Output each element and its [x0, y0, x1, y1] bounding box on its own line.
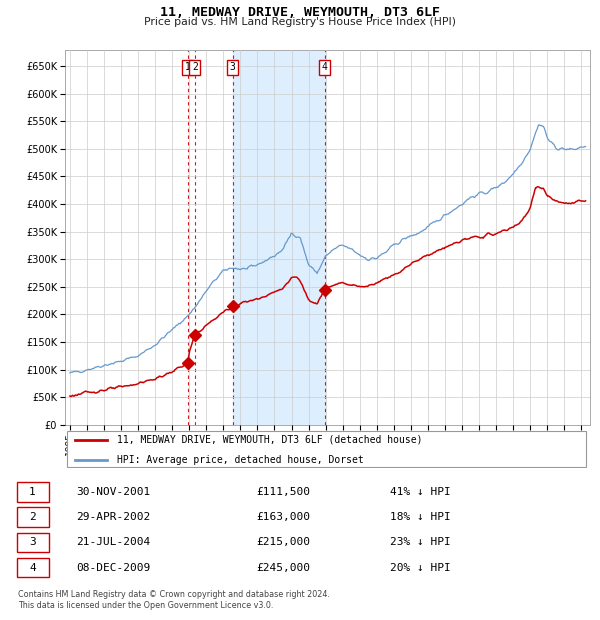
Text: 3: 3 [230, 62, 236, 73]
Bar [233, 50, 325, 425]
Text: 11, MEDWAY DRIVE, WEYMOUTH, DT3 6LF: 11, MEDWAY DRIVE, WEYMOUTH, DT3 6LF [160, 6, 440, 19]
Text: 4: 4 [322, 62, 328, 73]
Text: 23% ↓ HPI: 23% ↓ HPI [391, 538, 451, 547]
Text: 29-APR-2002: 29-APR-2002 [76, 512, 150, 522]
FancyBboxPatch shape [67, 431, 586, 466]
Text: This data is licensed under the Open Government Licence v3.0.: This data is licensed under the Open Gov… [18, 601, 274, 611]
Text: 21-JUL-2004: 21-JUL-2004 [76, 538, 150, 547]
Text: 11, MEDWAY DRIVE, WEYMOUTH, DT3 6LF (detached house): 11, MEDWAY DRIVE, WEYMOUTH, DT3 6LF (det… [118, 435, 423, 445]
Text: £111,500: £111,500 [256, 487, 310, 497]
Text: 08-DEC-2009: 08-DEC-2009 [76, 562, 150, 572]
Text: £163,000: £163,000 [256, 512, 310, 522]
Text: £215,000: £215,000 [256, 538, 310, 547]
Text: 3: 3 [29, 538, 36, 547]
Text: 1: 1 [29, 487, 36, 497]
FancyBboxPatch shape [17, 482, 49, 502]
Text: 1: 1 [185, 62, 191, 73]
Text: Price paid vs. HM Land Registry's House Price Index (HPI): Price paid vs. HM Land Registry's House … [144, 17, 456, 27]
Text: £245,000: £245,000 [256, 562, 310, 572]
Text: 4: 4 [29, 562, 36, 572]
Text: 30-NOV-2001: 30-NOV-2001 [76, 487, 150, 497]
Text: 18% ↓ HPI: 18% ↓ HPI [391, 512, 451, 522]
Text: HPI: Average price, detached house, Dorset: HPI: Average price, detached house, Dors… [118, 454, 364, 464]
Text: 2: 2 [192, 62, 198, 73]
FancyBboxPatch shape [17, 507, 49, 527]
Text: 20% ↓ HPI: 20% ↓ HPI [391, 562, 451, 572]
Text: Contains HM Land Registry data © Crown copyright and database right 2024.: Contains HM Land Registry data © Crown c… [18, 590, 330, 600]
FancyBboxPatch shape [17, 533, 49, 552]
Text: 2: 2 [29, 512, 36, 522]
FancyBboxPatch shape [17, 558, 49, 577]
Text: 41% ↓ HPI: 41% ↓ HPI [391, 487, 451, 497]
